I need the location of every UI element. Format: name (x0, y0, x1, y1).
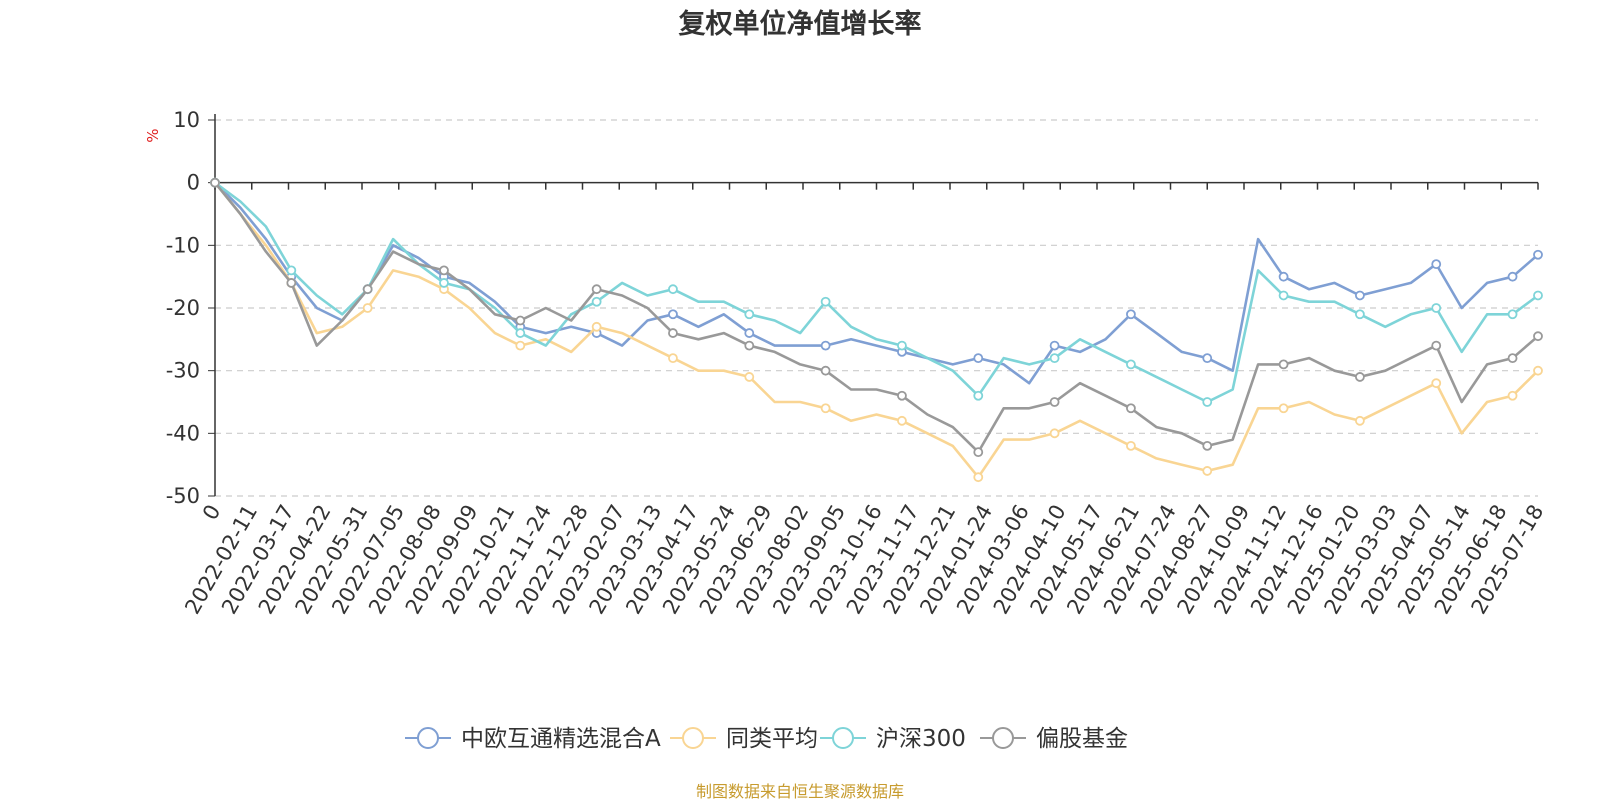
y-tick-label: 10 (173, 108, 200, 132)
x-tick-label: 0 (198, 501, 225, 525)
data-point (820, 403, 831, 414)
data-point (820, 296, 831, 307)
data-point (1049, 397, 1060, 407)
y-tick-label: -20 (166, 296, 200, 320)
data-point (1049, 340, 1060, 351)
data-point (439, 278, 449, 288)
data-point (362, 303, 373, 313)
series-line (213, 181, 1539, 454)
data-point (210, 177, 220, 188)
y-tick-label: -40 (166, 421, 200, 445)
data-point (1355, 415, 1365, 426)
data-point (1507, 309, 1518, 320)
data-point (515, 315, 526, 326)
data-point (1507, 271, 1518, 282)
data-point (668, 284, 678, 295)
data-point (591, 296, 602, 307)
y-tick-label: 0 (187, 171, 200, 195)
data-point (1126, 440, 1136, 451)
gridlines (215, 119, 1538, 497)
data-point (973, 390, 984, 401)
data-point (744, 328, 755, 338)
data-point (1355, 372, 1365, 382)
y-axis-label: % (144, 129, 162, 143)
data-point (1431, 340, 1442, 351)
data-point (1533, 365, 1543, 376)
data-point (897, 390, 907, 401)
data-point (1533, 249, 1543, 260)
data-point (591, 284, 602, 295)
data-point (973, 472, 984, 483)
data-point (1533, 331, 1543, 342)
legend: 中欧互通精选混合A 同类平均 沪深300 偏股基金 (405, 726, 1128, 752)
data-point (439, 265, 449, 276)
data-point (1355, 309, 1365, 320)
data-point (1126, 359, 1136, 370)
data-point (1507, 390, 1518, 401)
y-tick-label: -10 (166, 233, 200, 257)
data-point (591, 321, 602, 332)
source-note: 制图数据来自恒生聚源数据库 (695, 782, 904, 801)
data-point (744, 340, 755, 351)
data-point (820, 340, 831, 351)
legend-marker (992, 727, 1014, 749)
axes: 100-10-20-30-40-50%02022-02-112022-03-17… (144, 108, 1548, 618)
data-point (1202, 466, 1213, 476)
series-line (214, 181, 1539, 385)
data-point (362, 284, 373, 295)
series-lines (210, 177, 1543, 483)
data-point (744, 309, 755, 320)
data-point (668, 309, 678, 320)
legend-label: 同类平均 (726, 726, 818, 752)
legend-label: 偏股基金 (1036, 726, 1128, 752)
data-point (973, 353, 984, 364)
data-point (1126, 309, 1136, 320)
data-point (1278, 359, 1289, 370)
data-point (1533, 290, 1543, 301)
data-point (1202, 440, 1213, 451)
data-point (286, 265, 297, 276)
data-point (1278, 290, 1289, 301)
data-point (1202, 353, 1213, 364)
series-line (214, 181, 1539, 404)
data-point (1278, 403, 1289, 414)
data-point (515, 340, 526, 351)
data-point (1431, 303, 1442, 313)
data-point (897, 415, 907, 426)
data-point (668, 353, 678, 364)
data-point (668, 328, 678, 338)
data-point (1126, 403, 1136, 414)
y-tick-label: -30 (166, 359, 200, 383)
legend-label: 中欧互通精选混合A (461, 726, 661, 752)
data-point (1507, 353, 1518, 364)
data-point (744, 372, 755, 382)
legend-marker (682, 727, 704, 749)
legend-marker (832, 727, 854, 749)
legend-marker (417, 727, 439, 749)
data-point (973, 447, 984, 458)
chart-title: 复权单位净值增长率 (678, 9, 922, 40)
data-point (897, 340, 907, 351)
data-point (1355, 290, 1365, 301)
y-tick-label: -50 (166, 484, 200, 508)
data-point (286, 278, 297, 288)
legend-label: 沪深300 (876, 726, 966, 752)
data-point (1049, 353, 1060, 364)
series-line (213, 181, 1539, 479)
data-point (515, 328, 526, 338)
data-point (820, 365, 831, 376)
data-point (1431, 378, 1442, 389)
data-point (1049, 428, 1060, 439)
data-point (1431, 259, 1442, 270)
data-point (1202, 397, 1213, 407)
data-point (1278, 271, 1289, 282)
